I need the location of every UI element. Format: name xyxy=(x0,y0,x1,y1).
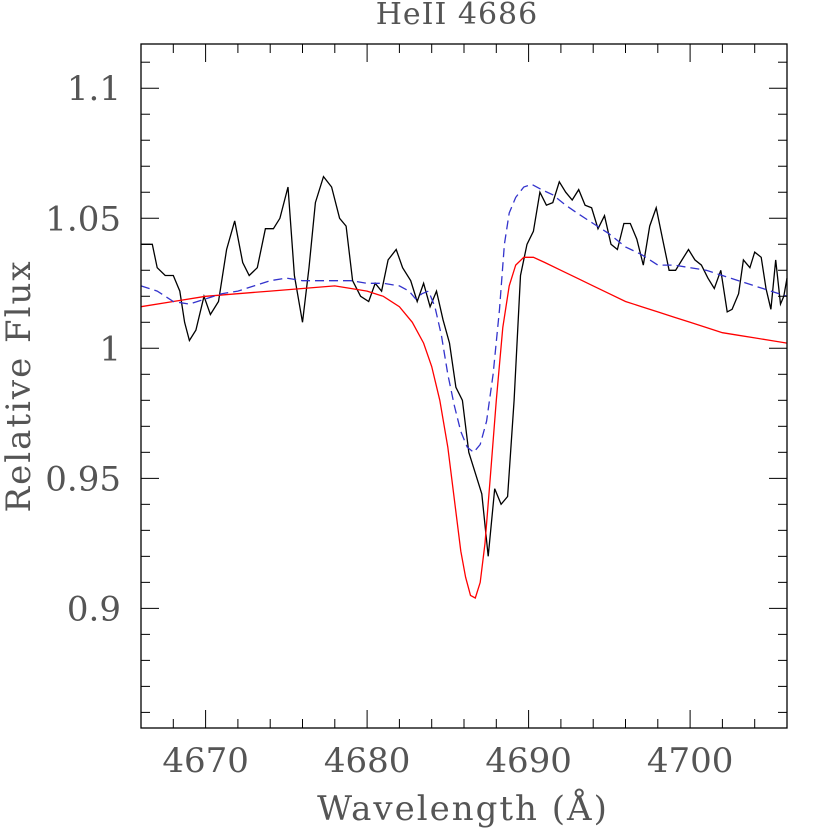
series-line-2 xyxy=(140,256,788,599)
y-tick-label: 1.05 xyxy=(45,199,121,239)
y-tick-label: 1.1 xyxy=(67,69,121,109)
x-tick-label: 4690 xyxy=(485,741,572,781)
series-line-3 xyxy=(140,183,788,454)
series-layer xyxy=(140,175,788,599)
y-tick-label: 0.9 xyxy=(67,589,121,629)
plot-frame xyxy=(140,43,788,729)
x-axis-title: Wavelength (Å) xyxy=(317,788,609,829)
x-tick-label: 4700 xyxy=(647,741,734,781)
y-tick-label: 0.95 xyxy=(45,459,121,499)
x-tick-label: 4680 xyxy=(324,741,411,781)
x-tick-label: 4670 xyxy=(162,741,249,781)
y-axis-title: Relative Flux xyxy=(0,259,39,512)
y-tick-label: 1 xyxy=(99,329,121,369)
ticks-layer: 4670 4680 4690 4700 0.9 0.95 1 1.05 1.1 xyxy=(45,44,788,781)
chart-title: HeII 4686 xyxy=(376,0,539,32)
series-line-1 xyxy=(141,175,788,557)
